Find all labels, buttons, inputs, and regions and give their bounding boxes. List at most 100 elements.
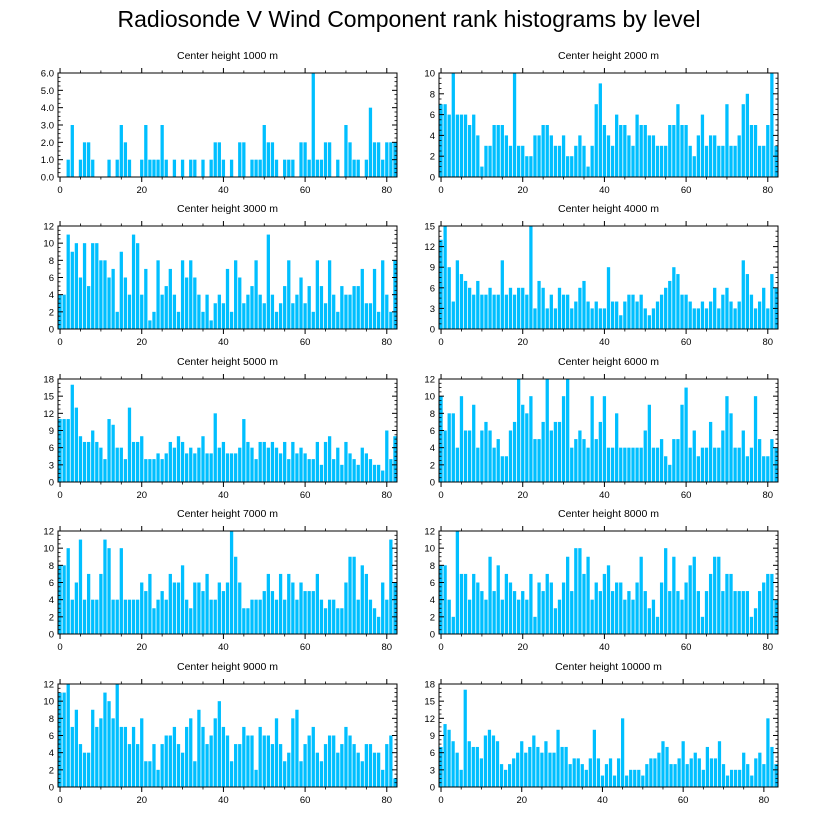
bar	[655, 301, 660, 329]
bar	[729, 301, 733, 329]
bar	[696, 135, 700, 177]
bar	[364, 573, 369, 634]
bar	[238, 744, 242, 787]
bar	[197, 294, 201, 329]
bar	[107, 277, 111, 329]
bar	[360, 268, 364, 329]
x-tick-label: 0	[438, 185, 443, 196]
bar	[692, 430, 696, 482]
bar	[459, 114, 464, 177]
bar	[278, 453, 283, 482]
bar	[512, 421, 517, 482]
y-tick-label: 8	[430, 409, 435, 420]
bar	[692, 308, 696, 329]
bar	[180, 260, 185, 329]
bar	[556, 729, 560, 787]
bar	[463, 430, 468, 482]
bar	[496, 439, 500, 482]
bar	[246, 441, 250, 482]
bar	[352, 556, 356, 634]
bar	[529, 156, 533, 177]
bar	[737, 591, 741, 634]
bar	[455, 260, 460, 329]
bar	[757, 591, 762, 634]
bar	[340, 464, 344, 482]
bar	[545, 379, 549, 482]
bar	[606, 565, 611, 634]
bar	[315, 573, 319, 634]
bar	[733, 145, 737, 177]
bar	[492, 294, 496, 329]
bar	[488, 145, 492, 177]
bar	[480, 591, 484, 634]
bar	[270, 591, 275, 634]
x-tick-label: 80	[763, 490, 774, 501]
bar	[766, 456, 770, 482]
bar	[770, 274, 774, 329]
bar	[602, 573, 607, 634]
panel-title: Center height 6000 m	[558, 356, 659, 368]
bar	[238, 447, 242, 482]
bar	[512, 294, 517, 329]
y-tick-label: 8	[49, 561, 54, 572]
bar	[180, 159, 185, 177]
bar	[372, 752, 377, 787]
bar	[303, 142, 307, 177]
bar	[696, 308, 700, 329]
x-tick-label: 20	[136, 185, 147, 196]
x-tick-label: 80	[382, 490, 393, 501]
bar	[315, 441, 319, 482]
bar	[99, 718, 103, 787]
bar	[229, 159, 234, 177]
bar	[627, 447, 631, 482]
bar	[381, 769, 385, 787]
bar	[99, 573, 103, 634]
y-tick-label: 0	[49, 630, 54, 641]
bar	[615, 114, 619, 177]
bar	[62, 565, 66, 634]
bar	[553, 308, 558, 329]
x-tick-label: 60	[300, 795, 311, 806]
bar	[627, 591, 631, 634]
bar	[717, 308, 721, 329]
bar	[602, 396, 607, 482]
bar	[746, 764, 750, 787]
bar	[742, 752, 746, 787]
bar	[78, 436, 83, 482]
bar	[664, 456, 668, 482]
bar	[160, 744, 164, 787]
bar	[529, 396, 533, 482]
bar	[708, 135, 713, 177]
bar	[590, 396, 594, 482]
bar	[201, 436, 205, 482]
bar	[532, 735, 536, 787]
panel-10: Center height 10000 m 0 3 6 9 12 15 18 0 20 40 60 80	[424, 661, 779, 806]
bar	[70, 125, 74, 177]
bar	[95, 441, 99, 482]
bar	[692, 556, 696, 634]
bar	[635, 301, 639, 329]
bar	[254, 260, 258, 329]
bar	[455, 447, 460, 482]
y-tick-label: 12	[424, 375, 435, 386]
bar	[115, 684, 119, 787]
bar	[737, 135, 741, 177]
bar	[291, 303, 295, 329]
bar	[352, 286, 356, 329]
bar	[136, 599, 140, 634]
y-tick-label: 2	[430, 152, 435, 163]
bar	[278, 573, 283, 634]
bar	[111, 268, 115, 329]
bar	[610, 447, 615, 482]
bar	[566, 379, 570, 482]
x-tick-label: 0	[57, 337, 62, 348]
bar	[537, 280, 541, 329]
bar	[447, 413, 451, 482]
bar	[299, 447, 303, 482]
y-tick-label: 12	[43, 680, 54, 691]
bar	[307, 459, 311, 482]
bar	[180, 441, 185, 482]
bar	[152, 159, 156, 177]
bar	[291, 159, 295, 177]
bar	[172, 726, 177, 787]
